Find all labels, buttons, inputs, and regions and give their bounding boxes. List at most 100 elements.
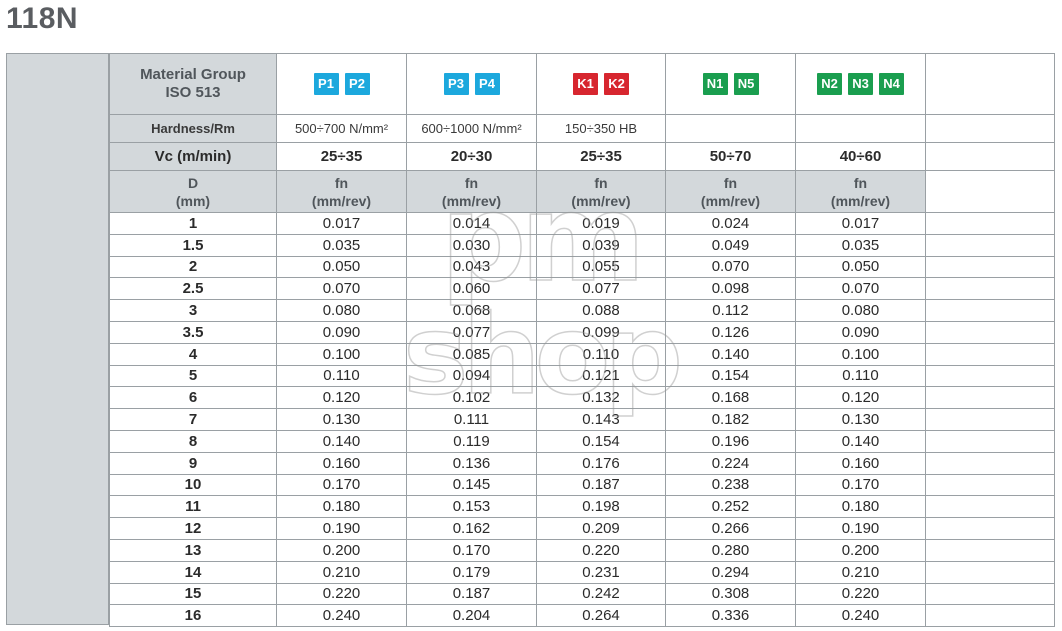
empty-cell bbox=[925, 299, 1055, 322]
material-badge: N3 bbox=[848, 73, 873, 95]
feed-cell: 0.180 bbox=[795, 495, 926, 519]
feed-cell: 0.100 bbox=[795, 342, 926, 366]
hardness-value bbox=[665, 114, 796, 143]
feed-cell: 0.220 bbox=[276, 582, 407, 606]
feed-cell: 0.132 bbox=[536, 386, 666, 410]
vc-label: Vc (m/min) bbox=[109, 142, 277, 171]
feed-cell: 0.140 bbox=[276, 429, 407, 453]
vc-value: 25÷35 bbox=[536, 142, 666, 171]
diameter-cell: 13 bbox=[109, 538, 277, 562]
diameter-cell: 12 bbox=[109, 517, 277, 540]
feed-cell: 0.030 bbox=[406, 233, 537, 257]
feed-cell: 0.068 bbox=[406, 299, 537, 322]
table-row: 1.5 0.035 0.030 0.039 0.049 0.035 bbox=[109, 233, 1055, 257]
feed-cell: 0.017 bbox=[795, 212, 926, 235]
feed-cell: 0.145 bbox=[406, 473, 537, 497]
feed-cell: 0.060 bbox=[406, 277, 537, 301]
material-badge: K2 bbox=[604, 73, 629, 95]
material-group-cell: P1 P2 bbox=[276, 53, 407, 115]
feed-cell: 0.070 bbox=[276, 277, 407, 301]
feed-cell: 0.094 bbox=[406, 364, 537, 388]
feed-cell: 0.085 bbox=[406, 342, 537, 366]
empty-cell bbox=[925, 114, 1055, 143]
material-badge: P2 bbox=[344, 73, 370, 95]
diameter-cell: 3.5 bbox=[109, 320, 277, 344]
diameter-cell: 14 bbox=[109, 560, 277, 584]
material-badge: N2 bbox=[817, 73, 842, 95]
table-row: 7 0.130 0.111 0.143 0.182 0.130 bbox=[109, 408, 1055, 431]
empty-cell bbox=[925, 582, 1055, 606]
table-row: 16 0.240 0.204 0.264 0.336 0.240 bbox=[109, 604, 1055, 628]
table-row: 10 0.170 0.145 0.187 0.238 0.170 bbox=[109, 473, 1055, 497]
fn-text: fn bbox=[464, 174, 479, 191]
cutting-data-table: Material Group ISO 513 P1 P2 P3 P4 K1 K2 N1 N5 N… bbox=[109, 53, 1055, 628]
feed-cell: 0.120 bbox=[795, 386, 926, 410]
feed-cell: 0.077 bbox=[536, 277, 666, 301]
diameter-cell: 7 bbox=[109, 408, 277, 431]
diameter-cell: 9 bbox=[109, 451, 277, 475]
feed-cell: 0.099 bbox=[536, 320, 666, 344]
feed-cell: 0.043 bbox=[406, 255, 537, 279]
empty-cell bbox=[925, 342, 1055, 366]
feed-cell: 0.160 bbox=[795, 451, 926, 475]
feed-cell: 0.238 bbox=[665, 473, 796, 497]
feed-cell: 0.190 bbox=[276, 517, 407, 540]
table-row: 13 0.200 0.170 0.220 0.280 0.200 bbox=[109, 538, 1055, 562]
feed-cell: 0.336 bbox=[665, 604, 796, 628]
feed-cell: 0.130 bbox=[276, 408, 407, 431]
feed-cell: 0.035 bbox=[795, 233, 926, 257]
feed-cell: 0.210 bbox=[276, 560, 407, 584]
empty-cell bbox=[925, 386, 1055, 410]
iso-513-text: ISO 513 bbox=[165, 84, 221, 101]
material-badge: N4 bbox=[879, 73, 904, 95]
empty-cell bbox=[925, 53, 1055, 115]
d-text: D bbox=[187, 174, 199, 191]
empty-cell bbox=[925, 495, 1055, 519]
empty-cell bbox=[925, 170, 1055, 213]
empty-cell bbox=[925, 142, 1055, 171]
diameter-cell: 16 bbox=[109, 604, 277, 628]
diameter-cell: 5 bbox=[109, 364, 277, 388]
feed-cell: 0.088 bbox=[536, 299, 666, 322]
feed-cell: 0.130 bbox=[795, 408, 926, 431]
feed-cell: 0.187 bbox=[536, 473, 666, 497]
empty-cell bbox=[925, 255, 1055, 279]
table-row: 14 0.210 0.179 0.231 0.294 0.210 bbox=[109, 560, 1055, 584]
diameter-cell: 11 bbox=[109, 495, 277, 519]
feed-cell: 0.120 bbox=[276, 386, 407, 410]
feed-cell: 0.110 bbox=[276, 364, 407, 388]
table-row: 9 0.160 0.136 0.176 0.224 0.160 bbox=[109, 451, 1055, 475]
page-title: 118N bbox=[6, 2, 79, 35]
table-row: 3 0.080 0.068 0.088 0.112 0.080 bbox=[109, 299, 1055, 322]
table-row: 5 0.110 0.094 0.121 0.154 0.110 bbox=[109, 364, 1055, 388]
vc-value: 20÷30 bbox=[406, 142, 537, 171]
feed-cell: 0.179 bbox=[406, 560, 537, 584]
fn-header: fn (mm/rev) bbox=[665, 170, 796, 213]
hardness-value: 150÷350 HB bbox=[536, 114, 666, 143]
fn-text: fn bbox=[594, 174, 608, 191]
material-badge: P3 bbox=[443, 73, 469, 95]
feed-cell: 0.070 bbox=[795, 277, 926, 301]
feed-cell: 0.014 bbox=[406, 212, 537, 235]
feed-cell: 0.220 bbox=[795, 582, 926, 606]
feed-cell: 0.224 bbox=[665, 451, 796, 475]
feed-cell: 0.176 bbox=[536, 451, 666, 475]
diameter-cell: 8 bbox=[109, 429, 277, 453]
feed-cell: 0.070 bbox=[665, 255, 796, 279]
feed-cell: 0.050 bbox=[795, 255, 926, 279]
feed-cell: 0.110 bbox=[795, 364, 926, 388]
feed-cell: 0.187 bbox=[406, 582, 537, 606]
side-panel bbox=[6, 53, 109, 625]
fn-unit-text: (mm/rev) bbox=[311, 192, 372, 209]
table-row: 6 0.120 0.102 0.132 0.168 0.120 bbox=[109, 386, 1055, 410]
diameter-cell: 3 bbox=[109, 299, 277, 322]
feed-cell: 0.170 bbox=[406, 538, 537, 562]
feed-cell: 0.160 bbox=[276, 451, 407, 475]
hardness-value: 500÷700 N/mm² bbox=[276, 114, 407, 143]
material-group-cell: K1 K2 bbox=[536, 53, 666, 115]
feed-cell: 0.198 bbox=[536, 495, 666, 519]
feed-cell: 0.294 bbox=[665, 560, 796, 584]
feed-cell: 0.112 bbox=[665, 299, 796, 322]
diameter-cell: 15 bbox=[109, 582, 277, 606]
feed-cell: 0.090 bbox=[795, 320, 926, 344]
